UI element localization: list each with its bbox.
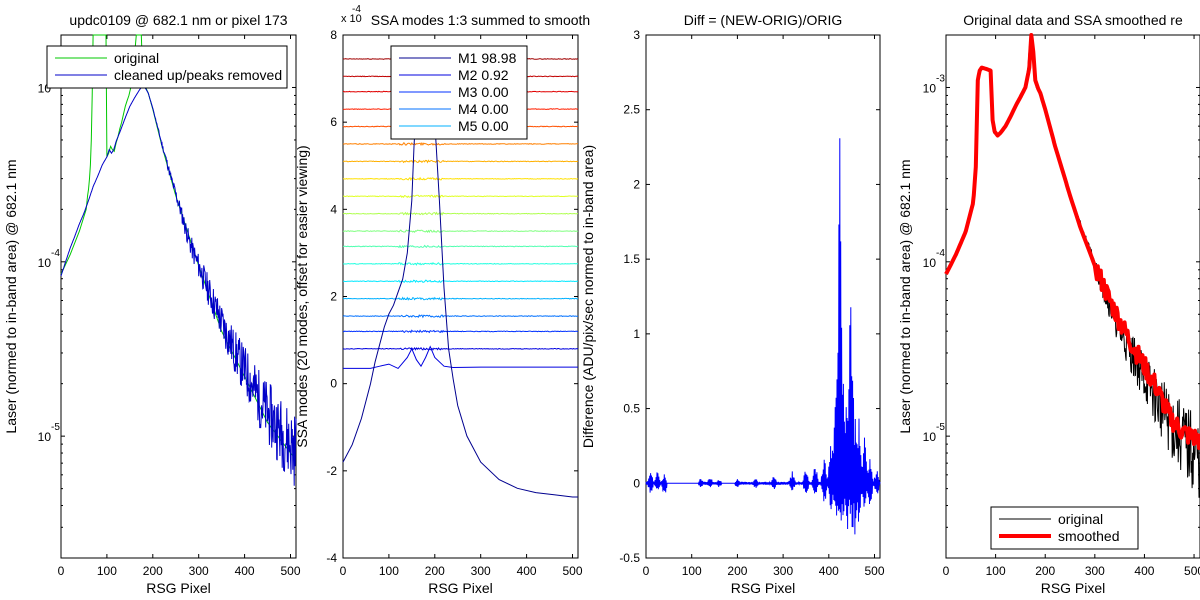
- x-tick-label: 0: [340, 564, 347, 578]
- y-tick-label: 0: [330, 377, 337, 391]
- x-tick-label: 100: [379, 564, 399, 578]
- legend-label: original: [114, 50, 159, 66]
- y-tick-label: 0: [633, 476, 640, 490]
- y-tick-label: 3: [633, 28, 640, 42]
- x-tick-label: 400: [235, 564, 255, 578]
- x-tick-label: 400: [819, 564, 839, 578]
- x-axis-label: RSG Pixel: [146, 580, 211, 596]
- panel-1: updc0109 @ 682.1 nm or pixel 173 RSG Pixe…: [3, 12, 301, 596]
- x-tick-label: 400: [1134, 564, 1154, 578]
- legend-label: M1 98.98: [458, 50, 517, 66]
- x-axis-label: RSG Pixel: [428, 580, 493, 596]
- chart-title: Original data and SSA smoothed re: [963, 12, 1183, 28]
- x-tick-label: 0: [643, 564, 650, 578]
- y-tick-label: 2: [330, 290, 337, 304]
- ssa-mode-line: [342, 329, 579, 334]
- ssa-mode-line: [342, 176, 579, 182]
- x-tick-label: 300: [773, 564, 793, 578]
- scale-note: x 10: [341, 13, 362, 25]
- x-tick-label: 300: [1085, 564, 1105, 578]
- y-tick-label: 1: [633, 327, 640, 341]
- y-tick-exponent: -4: [51, 248, 60, 259]
- chart-title: Diff = (NEW-ORIG)/ORIG: [684, 12, 843, 28]
- panel-4: Original data and SSA smoothed re RSG Pix…: [897, 12, 1200, 596]
- legend-box: [46, 45, 288, 89]
- legend-box: [990, 506, 1139, 550]
- x-tick-label: 200: [425, 564, 445, 578]
- legend-label: original: [1058, 511, 1103, 527]
- x-tick-label: 200: [1035, 564, 1055, 578]
- y-tick-label: 10: [923, 81, 937, 95]
- ssa-mode-line: [342, 261, 578, 266]
- y-axis-label: Laser (normed to in-band area) @ 682.1 n…: [897, 159, 913, 433]
- ssa-mode-line: [342, 142, 578, 146]
- chart-title: SSA modes 1:3 summed to smooth: [371, 12, 590, 28]
- series-diff: [645, 138, 881, 535]
- x-tick-label: 300: [189, 564, 209, 578]
- legend-label: M5 0.00: [458, 118, 509, 134]
- y-axis-label: Difference (ADU/pix/sec normed to in-ban…: [580, 145, 596, 448]
- scale-exponent: -4: [352, 4, 361, 15]
- y-tick-label: 8: [330, 28, 337, 42]
- plot-area: [945, 34, 1200, 559]
- ssa-mode-line: [342, 296, 579, 301]
- panel-2: SSA modes 1:3 summed to smooth RSG Pixel S…: [294, 4, 590, 596]
- x-axis-label: RSG Pixel: [731, 580, 796, 596]
- legend-label: M2 0.92: [458, 67, 509, 83]
- ssa-mode-line: [342, 229, 579, 234]
- ssa-mode-line: [342, 211, 579, 216]
- x-tick-label: 200: [727, 564, 747, 578]
- legend-label: smoothed: [1058, 528, 1119, 544]
- y-axis-label: SSA modes (20 modes, offset for easier v…: [294, 145, 310, 447]
- series-smoothed: [944, 33, 1200, 451]
- y-tick-label: 2.5: [623, 103, 640, 117]
- series-cleaned: [60, 85, 297, 486]
- y-tick-label: 0.5: [623, 402, 640, 416]
- y-tick-label: 1.5: [623, 252, 640, 266]
- x-tick-label: 100: [97, 564, 117, 578]
- x-tick-label: 400: [517, 564, 537, 578]
- ssa-mode-line: [342, 314, 579, 319]
- x-tick-label: 500: [865, 564, 885, 578]
- y-tick-label: 10: [38, 430, 52, 444]
- ssa-mode-line: [342, 346, 579, 351]
- x-tick-label: 500: [1184, 564, 1200, 578]
- y-tick-label: 4: [330, 202, 337, 216]
- y-tick-exponent: -3: [936, 73, 945, 84]
- y-tick-exponent: -4: [936, 248, 945, 259]
- legend-label: cleaned up/peaks removed: [114, 67, 282, 83]
- x-tick-label: 500: [562, 564, 582, 578]
- ssa-mode-line: [342, 194, 579, 199]
- ssa-mode-line: [342, 244, 579, 249]
- y-tick-label: -0.5: [619, 551, 640, 565]
- x-tick-label: 100: [682, 564, 702, 578]
- x-axis-label: RSG Pixel: [1041, 580, 1106, 596]
- x-tick-label: 100: [986, 564, 1006, 578]
- x-tick-label: 0: [943, 564, 950, 578]
- y-tick-label: 2: [633, 177, 640, 191]
- y-tick-label: 10: [923, 430, 937, 444]
- y-tick-exponent: -5: [51, 422, 60, 433]
- ssa-mode-line: [342, 279, 579, 283]
- x-tick-label: 200: [143, 564, 163, 578]
- ssa-mode-2: [343, 345, 578, 370]
- chart-title: updc0109 @ 682.1 nm or pixel 173: [69, 12, 287, 28]
- y-tick-label: -2: [326, 464, 337, 478]
- y-tick-exponent: -5: [936, 422, 945, 433]
- y-axis-label: Laser (normed to in-band area) @ 682.1 n…: [3, 159, 19, 433]
- y-tick-label: 10: [923, 256, 937, 270]
- y-tick-label: 6: [330, 115, 337, 129]
- legend-label: M4 0.00: [458, 101, 509, 117]
- x-tick-label: 500: [280, 564, 300, 578]
- y-tick-label: -4: [326, 551, 337, 565]
- plot-area: [60, 34, 297, 559]
- x-tick-label: 300: [471, 564, 491, 578]
- y-tick-label: 10: [38, 256, 52, 270]
- ssa-mode-line: [342, 159, 579, 164]
- panel-3: Diff = (NEW-ORIG)/ORIG RSG Pixel Differenc…: [580, 12, 885, 596]
- x-tick-label: 0: [58, 564, 65, 578]
- legend-label: M3 0.00: [458, 84, 509, 100]
